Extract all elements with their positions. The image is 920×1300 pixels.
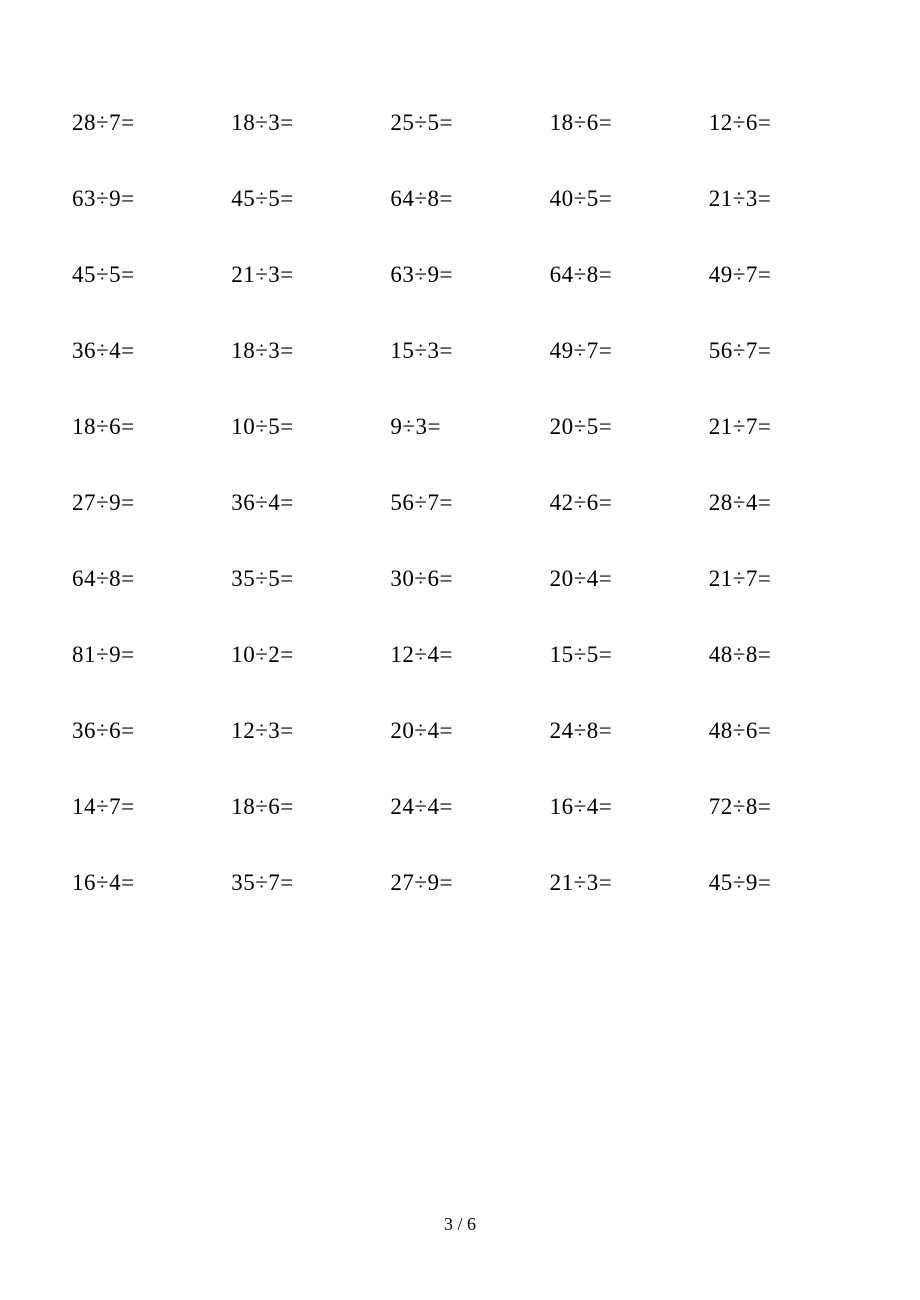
problem-cell: 63÷9=	[390, 262, 529, 288]
problem-cell: 40÷5=	[550, 186, 689, 212]
problem-cell: 28÷7=	[72, 110, 211, 136]
problem-cell: 35÷5=	[231, 566, 370, 592]
page-number: 3 / 6	[0, 1214, 920, 1235]
problem-cell: 10÷5=	[231, 414, 370, 440]
problem-cell: 28÷4=	[709, 490, 848, 516]
problem-cell: 36÷4=	[72, 338, 211, 364]
problem-cell: 49÷7=	[550, 338, 689, 364]
page-total: 6	[467, 1214, 476, 1234]
problem-cell: 30÷6=	[390, 566, 529, 592]
problem-cell: 48÷6=	[709, 718, 848, 744]
problem-cell: 15÷3=	[390, 338, 529, 364]
problem-cell: 36÷4=	[231, 490, 370, 516]
problem-cell: 42÷6=	[550, 490, 689, 516]
problem-grid: 28÷7= 18÷3= 25÷5= 18÷6= 12÷6= 63÷9= 45÷5= 64÷8=…	[72, 110, 848, 896]
problem-cell: 45÷5=	[231, 186, 370, 212]
problem-cell: 15÷5=	[550, 642, 689, 668]
problem-cell: 10÷2=	[231, 642, 370, 668]
problem-cell: 20÷4=	[550, 566, 689, 592]
problem-cell: 9÷3=	[390, 414, 529, 440]
problem-cell: 24÷8=	[550, 718, 689, 744]
problem-cell: 64÷8=	[72, 566, 211, 592]
problem-cell: 64÷8=	[390, 186, 529, 212]
worksheet-container: 28÷7= 18÷3= 25÷5= 18÷6= 12÷6= 63÷9= 45÷5= 64÷8=…	[0, 0, 920, 896]
problem-cell: 16÷4=	[72, 870, 211, 896]
problem-cell: 56÷7=	[390, 490, 529, 516]
problem-cell: 45÷5=	[72, 262, 211, 288]
problem-cell: 18÷3=	[231, 338, 370, 364]
problem-cell: 12÷3=	[231, 718, 370, 744]
problem-cell: 21÷3=	[709, 186, 848, 212]
problem-cell: 35÷7=	[231, 870, 370, 896]
problem-cell: 63÷9=	[72, 186, 211, 212]
problem-cell: 18÷6=	[550, 110, 689, 136]
problem-cell: 25÷5=	[390, 110, 529, 136]
problem-cell: 20÷4=	[390, 718, 529, 744]
problem-cell: 12÷4=	[390, 642, 529, 668]
problem-cell: 48÷8=	[709, 642, 848, 668]
page-current: 3	[444, 1214, 453, 1234]
problem-cell: 64÷8=	[550, 262, 689, 288]
page-separator: /	[453, 1214, 467, 1234]
problem-cell: 14÷7=	[72, 794, 211, 820]
problem-cell: 21÷3=	[550, 870, 689, 896]
problem-cell: 16÷4=	[550, 794, 689, 820]
problem-cell: 56÷7=	[709, 338, 848, 364]
problem-cell: 72÷8=	[709, 794, 848, 820]
problem-cell: 36÷6=	[72, 718, 211, 744]
problem-cell: 24÷4=	[390, 794, 529, 820]
problem-cell: 18÷6=	[231, 794, 370, 820]
problem-cell: 45÷9=	[709, 870, 848, 896]
problem-cell: 27÷9=	[390, 870, 529, 896]
problem-cell: 18÷6=	[72, 414, 211, 440]
problem-cell: 49÷7=	[709, 262, 848, 288]
problem-cell: 81÷9=	[72, 642, 211, 668]
problem-cell: 18÷3=	[231, 110, 370, 136]
problem-cell: 21÷7=	[709, 566, 848, 592]
problem-cell: 20÷5=	[550, 414, 689, 440]
problem-cell: 21÷7=	[709, 414, 848, 440]
problem-cell: 21÷3=	[231, 262, 370, 288]
problem-cell: 12÷6=	[709, 110, 848, 136]
problem-cell: 27÷9=	[72, 490, 211, 516]
